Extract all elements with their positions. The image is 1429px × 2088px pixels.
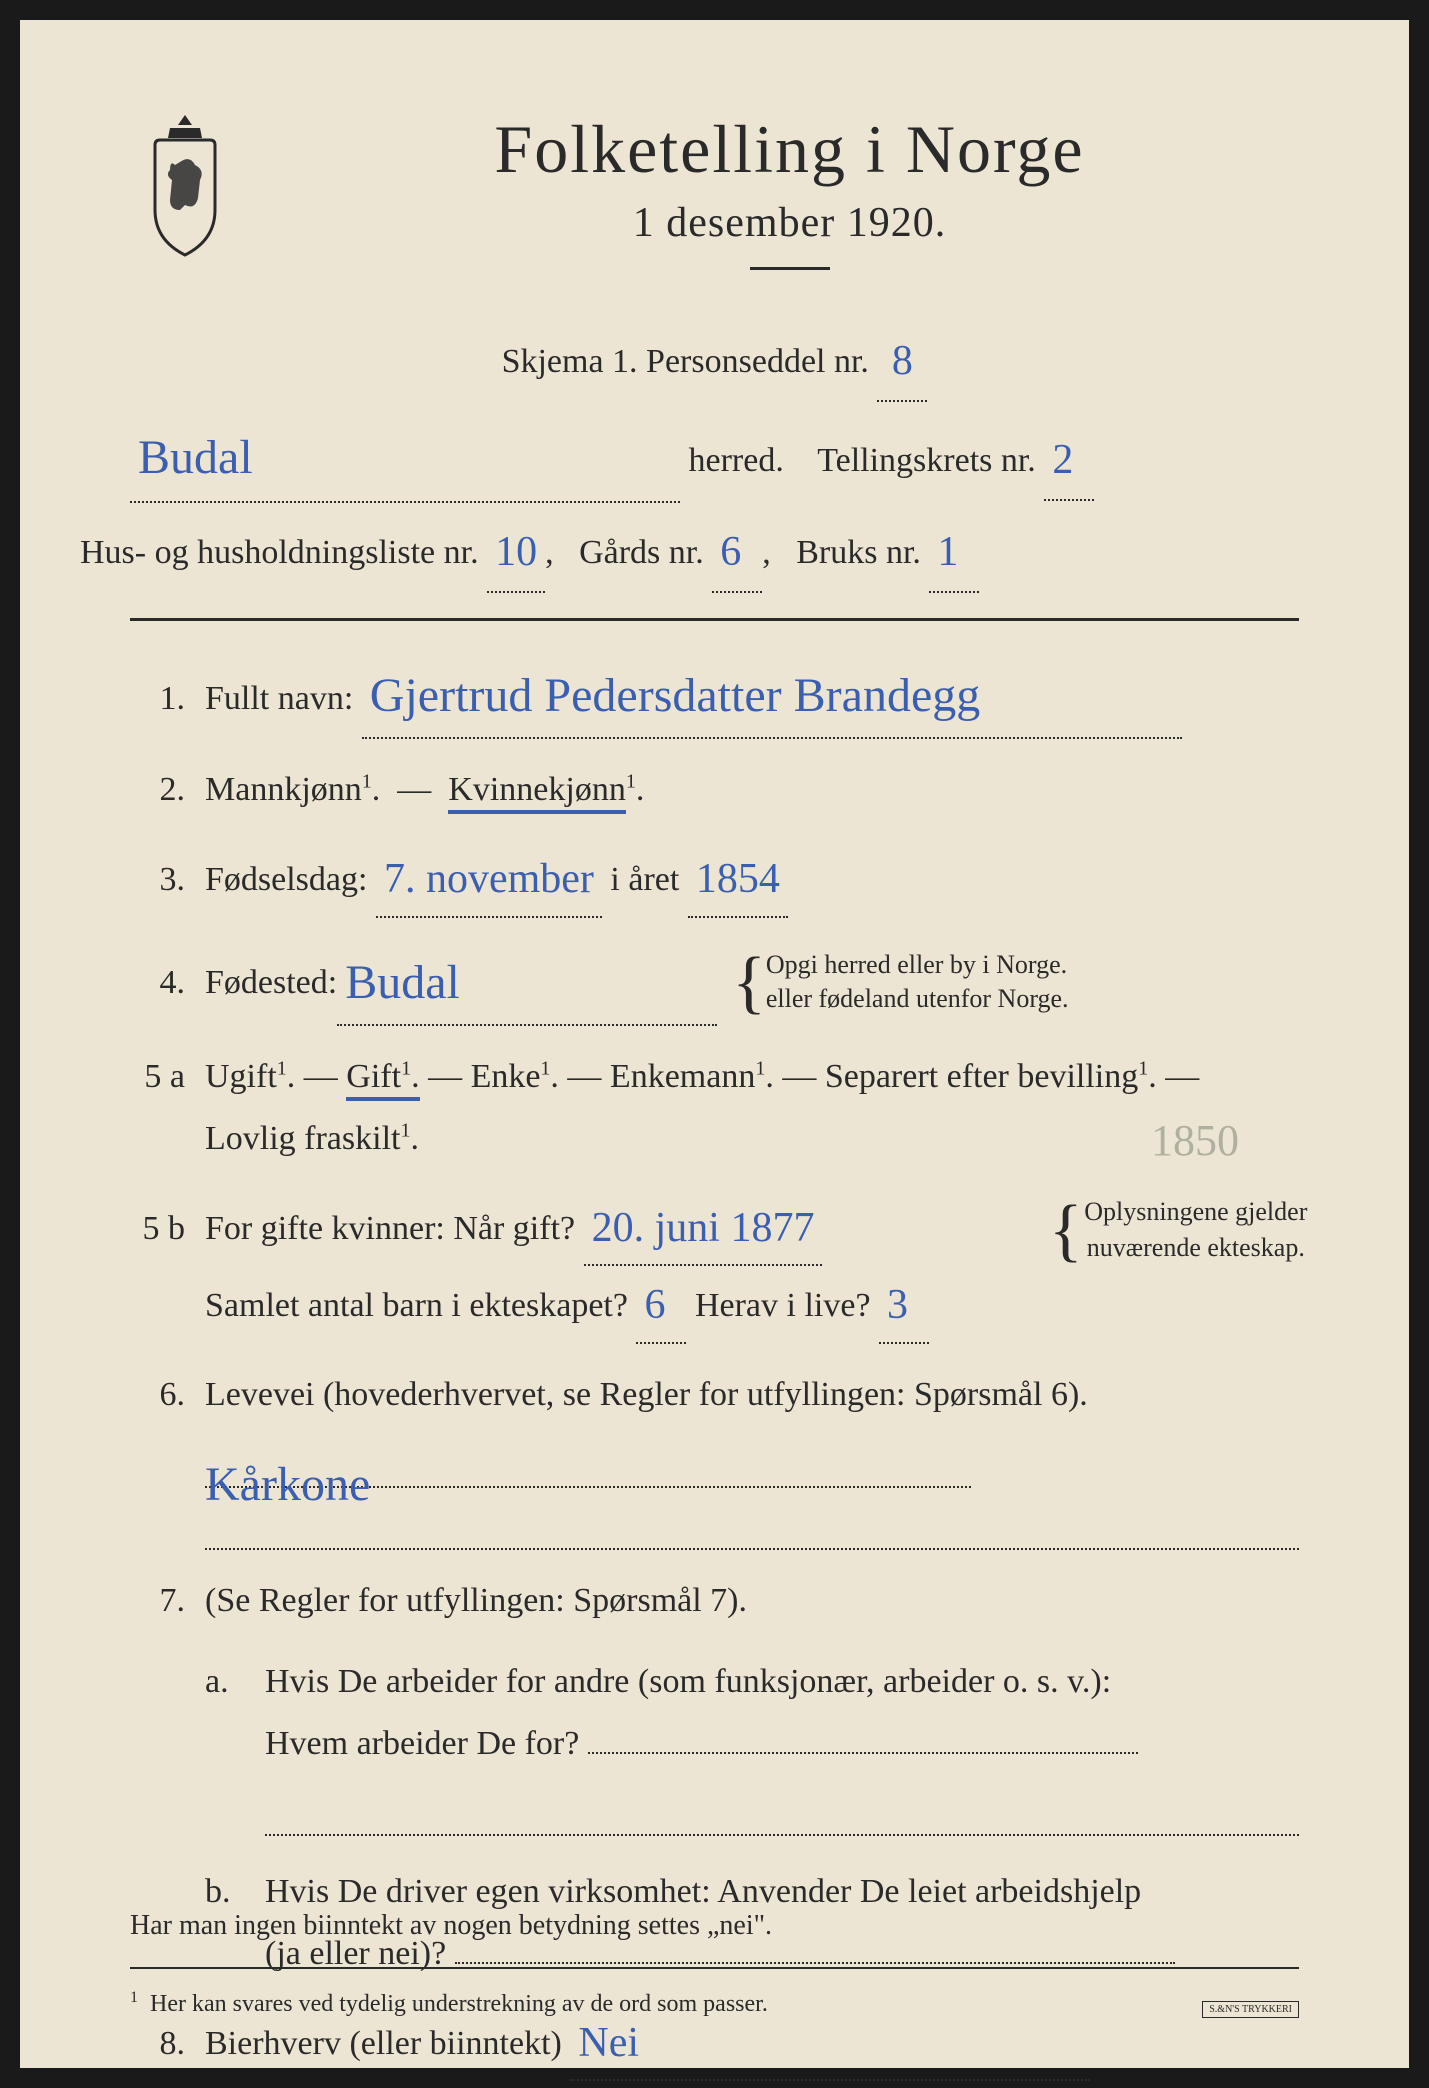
q1: 1. Fullt navn: Gjertrud Pedersdatter Bra… xyxy=(130,651,1299,739)
q5a-opt1: Ugift xyxy=(205,1058,277,1095)
q4-note2: eller fødeland utenfor Norge. xyxy=(766,984,1069,1013)
q5a-opt6: Lovlig fraskilt xyxy=(205,1120,400,1157)
q4-note1: Opgi herred eller by i Norge. xyxy=(766,950,1067,979)
q7b-text1: Hvis De driver egen virksomhet: Anvender… xyxy=(265,1873,1141,1910)
q5a-opt4: Enkemann xyxy=(610,1058,755,1095)
schema-label: Skjema 1. Personseddel nr. xyxy=(502,343,869,380)
q5a-num: 5 a xyxy=(130,1046,185,1107)
hint-text: Har man ingen biinntekt av nogen betydni… xyxy=(130,1910,1299,1942)
page-title: Folketelling i Norge xyxy=(280,110,1299,189)
q7-num: 7. xyxy=(130,1570,185,1631)
herred-line: Budal herred. Tellingskrets nr. 2 xyxy=(130,410,1299,503)
pencil-annotation: 1850 xyxy=(1151,1101,1239,1180)
q7-label: (Se Regler for utfyllingen: Spørsmål 7). xyxy=(205,1582,747,1619)
personseddel-nr: 8 xyxy=(892,338,913,384)
q8-value: Nei xyxy=(578,2020,639,2066)
q4-label: Fødested: xyxy=(205,952,337,1013)
printer-mark: S.&N'S TRYKKERI xyxy=(1202,2001,1299,2018)
q4-num: 4. xyxy=(130,952,185,1013)
herred-value: Budal xyxy=(138,431,253,484)
coat-of-arms-icon xyxy=(130,110,240,260)
footnote-num: 1 xyxy=(130,1989,138,2006)
q5b-num: 5 b xyxy=(130,1198,185,1259)
q5a-opt2: Gift xyxy=(346,1058,401,1095)
husliste-line: Hus- og husholdningsliste nr. 10, Gårds … xyxy=(80,511,1299,593)
census-form-page: Folketelling i Norge 1 desember 1920. Sk… xyxy=(20,20,1409,2068)
q5a-opt5: Separert efter bevilling xyxy=(825,1058,1138,1095)
q3-label: Fødselsdag: xyxy=(205,861,367,898)
q6: 6. Levevei (hovederhvervet, se Regler fo… xyxy=(130,1364,1299,1550)
q7a-text2: Hvem arbeider De for? xyxy=(265,1725,579,1762)
q4: 4. Fødested: Budal { Opgi herred eller b… xyxy=(130,938,1299,1026)
q2-opt-female: Kvinnekjønn1. xyxy=(448,771,644,808)
herred-label: herred. xyxy=(689,442,784,479)
husliste-nr: 10 xyxy=(495,529,537,575)
q5b-value2: 6 xyxy=(644,1282,665,1328)
q5b-sidenote: { Oplysningene gjelder nuværende ekteska… xyxy=(1049,1194,1309,1267)
q2-num: 2. xyxy=(130,759,185,820)
q5a-body: Ugift1. — Gift1. — Enke1. — Enkemann1. —… xyxy=(205,1046,1299,1168)
footnote: 1 Her kan svares ved tydelig understrekn… xyxy=(130,1989,1299,2018)
q3-day: 7. november xyxy=(384,856,594,902)
q1-num: 1. xyxy=(130,668,185,729)
q3: 3. Fødselsdag: 7. november i året 1854 xyxy=(130,840,1299,918)
q6-label: Levevei (hovederhvervet, se Regler for u… xyxy=(205,1376,1088,1413)
q5b-label3: Herav i live? xyxy=(695,1287,871,1324)
title-block: Folketelling i Norge 1 desember 1920. xyxy=(280,110,1299,300)
footer-divider xyxy=(130,1967,1299,1969)
q5b-value3: 3 xyxy=(887,1282,908,1328)
tellingskrets-nr: 2 xyxy=(1052,437,1073,483)
tellingskrets-label: Tellingskrets nr. xyxy=(817,442,1036,479)
q3-year: 1854 xyxy=(696,856,780,902)
section-divider xyxy=(130,618,1299,621)
husliste-label: Hus- og husholdningsliste nr. xyxy=(80,534,479,571)
bruks-nr: 1 xyxy=(937,529,958,575)
q5b-label1: For gifte kvinner: Når gift? xyxy=(205,1210,575,1247)
q5a-opt3: Enke xyxy=(471,1058,541,1095)
bruks-label: Bruks nr. xyxy=(796,534,921,571)
q5a: 5 a Ugift1. — Gift1. — Enke1. — Enkemann… xyxy=(130,1046,1299,1168)
gards-label: Gårds nr. xyxy=(579,534,704,571)
q2-opt-male: Mannkjønn1. xyxy=(205,771,380,808)
header: Folketelling i Norge 1 desember 1920. xyxy=(130,110,1299,300)
q7a-text1: Hvis De arbeider for andre (som funksjon… xyxy=(265,1663,1111,1700)
gards-nr: 6 xyxy=(720,529,741,575)
q6-num: 6. xyxy=(130,1364,185,1425)
q6-value: Kårkone xyxy=(205,1458,370,1511)
schema-line: Skjema 1. Personseddel nr. 8 xyxy=(130,320,1299,402)
q8-label: Bierhverv (eller biinntekt) xyxy=(205,2025,562,2062)
q4-value: Budal xyxy=(345,956,460,1009)
q2: 2. Mannkjønn1. — Kvinnekjønn1. xyxy=(130,759,1299,820)
q3-num: 3. xyxy=(130,849,185,910)
q1-label: Fullt navn: xyxy=(205,680,353,717)
q7a-letter: a. xyxy=(205,1651,245,1836)
q5b-sidenote-text: Oplysningene gjelder nuværende ekteskap. xyxy=(1083,1194,1309,1267)
q8-num: 8. xyxy=(130,2013,185,2074)
q5b-label2: Samlet antal barn i ekteskapet? xyxy=(205,1287,628,1324)
q1-value: Gjertrud Pedersdatter Brandegg xyxy=(370,669,980,722)
title-divider xyxy=(750,267,830,270)
footnote-text: Her kan svares ved tydelig understreknin… xyxy=(150,1991,768,2017)
q3-mid: i året xyxy=(610,861,679,898)
q5b: 5 b For gifte kvinner: Når gift? 20. jun… xyxy=(130,1189,1299,1344)
q5b-value1: 20. juni 1877 xyxy=(592,1205,815,1251)
footer: Har man ingen biinntekt av nogen betydni… xyxy=(130,1910,1299,2018)
page-subtitle: 1 desember 1920. xyxy=(280,199,1299,247)
q4-note: { Opgi herred eller by i Norge. eller fø… xyxy=(732,948,1068,1016)
